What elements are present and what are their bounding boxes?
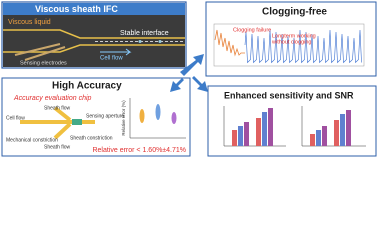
label: Stable interface: [120, 30, 169, 37]
label: Cell flow: [6, 115, 25, 121]
panel-sensitivity: Enhanced sensitivity and SNR: [207, 85, 377, 157]
label: Sheath constriction: [70, 135, 113, 141]
graphical-abstract: Viscous sheath IFC Viscous liquid Sensin…: [1, 1, 377, 157]
label: Mechanical constriction: [6, 137, 58, 143]
label: Sheath flow: [44, 105, 71, 111]
label: Sheath flow: [44, 144, 71, 150]
panel-title: Viscous sheath IFC: [35, 4, 118, 14]
label: Viscous liquid: [8, 19, 51, 26]
label: Longterm working: [272, 33, 316, 39]
panel-title: Enhanced sensitivity and SNR: [224, 90, 354, 100]
label: Sensing aperture: [86, 113, 124, 119]
panel-title: Clogging-free: [262, 7, 327, 18]
label: Cell flow: [100, 56, 123, 62]
panel-ifc: Viscous sheath IFC Viscous liquid Sensin…: [1, 1, 187, 69]
label: Accuracy evaluation chip: [13, 95, 92, 102]
panel-title: High Accuracy: [52, 81, 122, 92]
label: Clogging failure: [233, 27, 271, 33]
panel-clogging: Clogging-free Clogging failure Longterm …: [205, 1, 377, 77]
arrows: [170, 54, 208, 92]
axis-label: Relative error (%): [121, 100, 126, 136]
panel-accuracy: High Accuracy Accuracy evaluation chip S…: [1, 77, 191, 157]
result: Relative error < 1.60%±4.71%: [92, 147, 186, 154]
label: without clogging: [271, 39, 311, 45]
label: Sensing electrodes: [20, 60, 67, 66]
signal-trace: [244, 29, 362, 64]
